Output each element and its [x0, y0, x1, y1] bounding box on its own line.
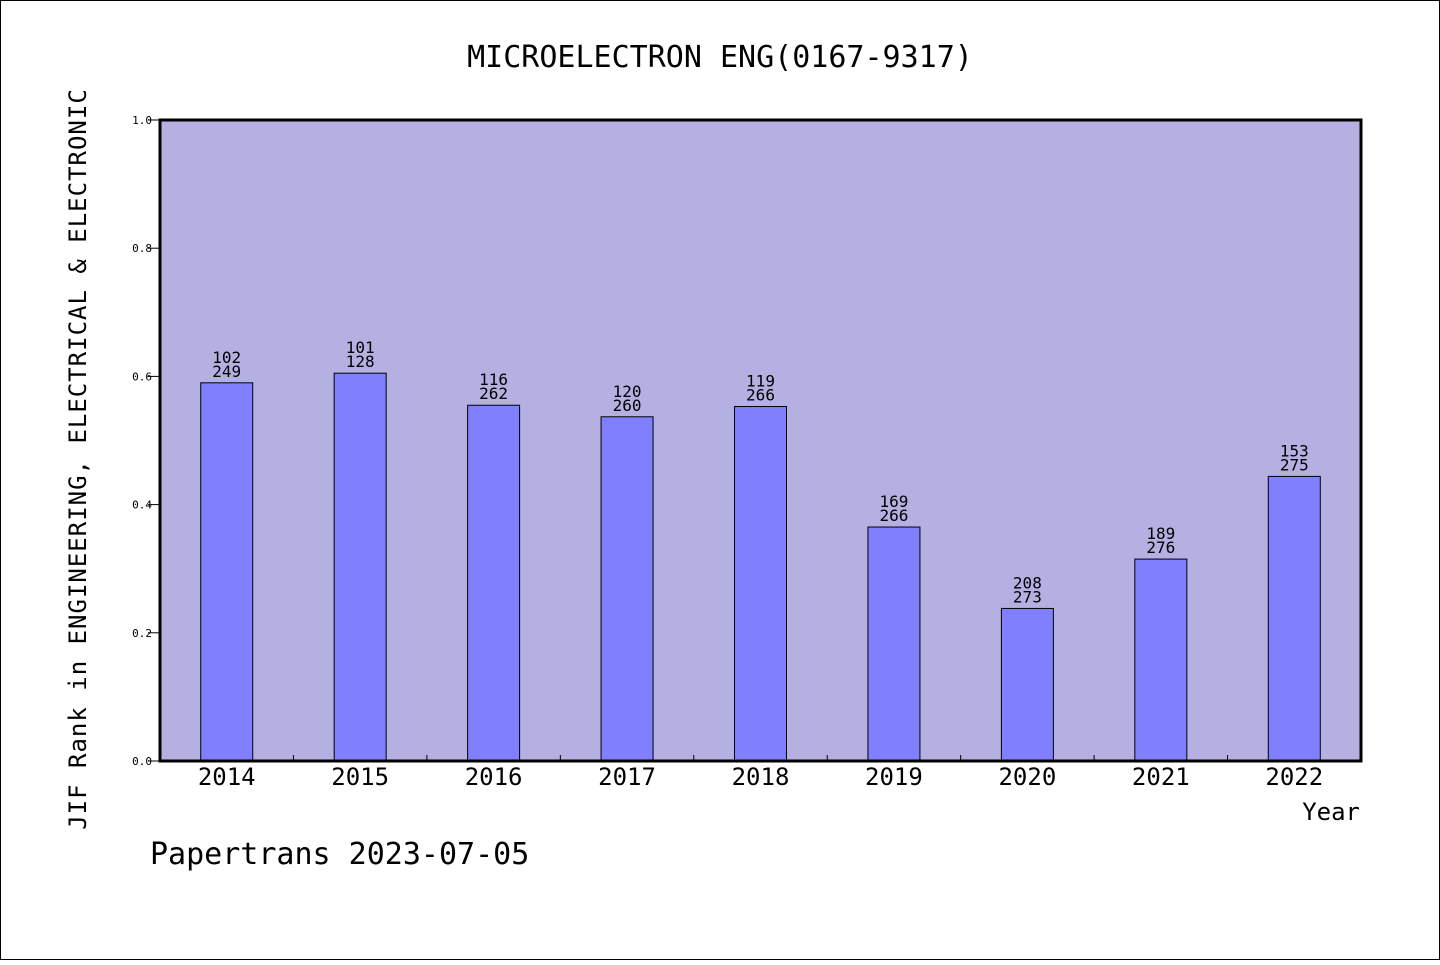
- x-axis-label: Year: [1302, 798, 1360, 826]
- x-tick-label: 2016: [465, 763, 523, 791]
- x-tick-label: 2014: [198, 763, 256, 791]
- bar-2020: [1000, 607, 1054, 762]
- bar-rank-label: 189: [1146, 524, 1175, 543]
- bar-total-label: 262: [479, 384, 508, 403]
- x-tick-label: 2019: [865, 763, 923, 791]
- bar-2014: [200, 382, 254, 762]
- bar-rank-label: 116: [479, 370, 508, 389]
- x-tick-label: 2022: [1265, 763, 1323, 791]
- bar-rank-label: 101: [346, 338, 375, 357]
- bar-2015: [333, 372, 387, 762]
- bar-total-label: 275: [1280, 455, 1309, 474]
- bar-2022: [1267, 475, 1321, 762]
- bar-total-label: 128: [346, 352, 375, 371]
- chart-title: MICROELECTRON ENG(0167-9317): [467, 40, 973, 75]
- bar-total-label: 266: [746, 386, 775, 405]
- y-tick-label: 0.6: [132, 370, 152, 383]
- bar-2018: [734, 406, 787, 762]
- bar-2017: [600, 416, 654, 762]
- plot-frame: [158, 118, 1363, 763]
- y-ticks: 0.0 0.2 0.4 0.6 0.8 1.0: [132, 114, 160, 768]
- bar-rank-label: 208: [1013, 573, 1042, 592]
- bar-rank-label: 120: [613, 382, 642, 401]
- y-tick-label: 0.8: [132, 242, 152, 255]
- bar-2016: [467, 404, 521, 762]
- bar-2019: [867, 526, 921, 762]
- bar-rank-label: 119: [746, 372, 775, 391]
- x-tick-label: 2020: [998, 763, 1056, 791]
- bar-rank-label: 169: [879, 492, 908, 511]
- bar-total-label: 273: [1013, 587, 1042, 606]
- bar-rank-label: 102: [212, 348, 241, 367]
- bar-total-label: 260: [613, 396, 642, 415]
- y-tick-label: 1.0: [132, 114, 152, 127]
- x-ticks: 2014 2015 2016 2017 2018 2019 2020 2021 2022: [198, 755, 1323, 791]
- y-tick-label: 0.0: [132, 755, 152, 768]
- y-tick-label: 0.4: [132, 499, 152, 512]
- bar-total-label: 249: [212, 362, 241, 381]
- bar-rank-label: 153: [1280, 441, 1309, 460]
- footer-credit: Papertrans 2023-07-05: [150, 837, 529, 872]
- x-tick-label: 2021: [1132, 763, 1190, 791]
- bar-2021: [1134, 558, 1188, 762]
- x-tick-label: 2017: [598, 763, 656, 791]
- y-tick-label: 0.2: [132, 627, 152, 640]
- bar-total-label: 266: [879, 506, 908, 525]
- x-tick-label: 2015: [331, 763, 389, 791]
- y-axis-label: JIF Rank in ENGINEERING, ELECTRICAL & EL…: [64, 88, 92, 830]
- x-tick-label: 2018: [732, 763, 790, 791]
- bar-total-label: 276: [1146, 538, 1175, 557]
